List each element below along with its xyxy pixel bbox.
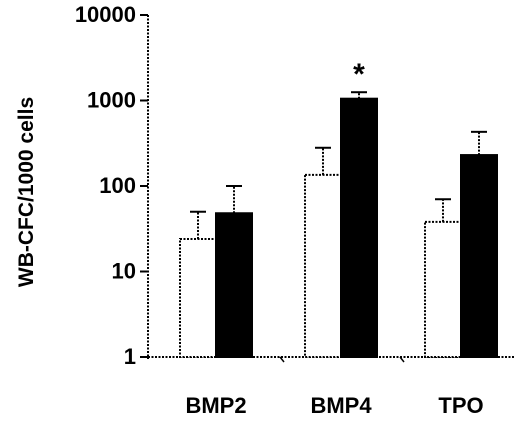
x-tick-label-bmp2: BMP2	[185, 393, 246, 418]
y-tick-label: 10000	[75, 2, 136, 27]
bar-tpo-open	[424, 220, 462, 358]
y-tick-label: 1000	[87, 88, 136, 113]
x-tick	[399, 356, 405, 363]
bar-bmp4-filled	[340, 97, 378, 358]
chart-labels: 1 10 100 1000 10000 WB-CFC/1000 cells BMP2 BMP4…	[15, 2, 484, 418]
significance-asterisk: *	[353, 58, 365, 91]
bar-bmp2-open	[179, 237, 217, 359]
y-tick-label: 100	[99, 173, 136, 198]
x-tick-label-tpo: TPO	[438, 393, 483, 418]
bar-bmp2-filled	[215, 212, 253, 358]
x-tick	[279, 356, 285, 363]
bar-bmp4-open	[304, 173, 342, 358]
y-axis-label: WB-CFC/1000 cells	[15, 97, 38, 287]
x-tick-label-bmp4: BMP4	[310, 393, 372, 418]
bar-tpo-filled	[460, 154, 498, 358]
y-tick-label: 10	[112, 259, 136, 284]
chart-bars	[179, 91, 498, 359]
y-tick-label: 1	[124, 344, 136, 369]
